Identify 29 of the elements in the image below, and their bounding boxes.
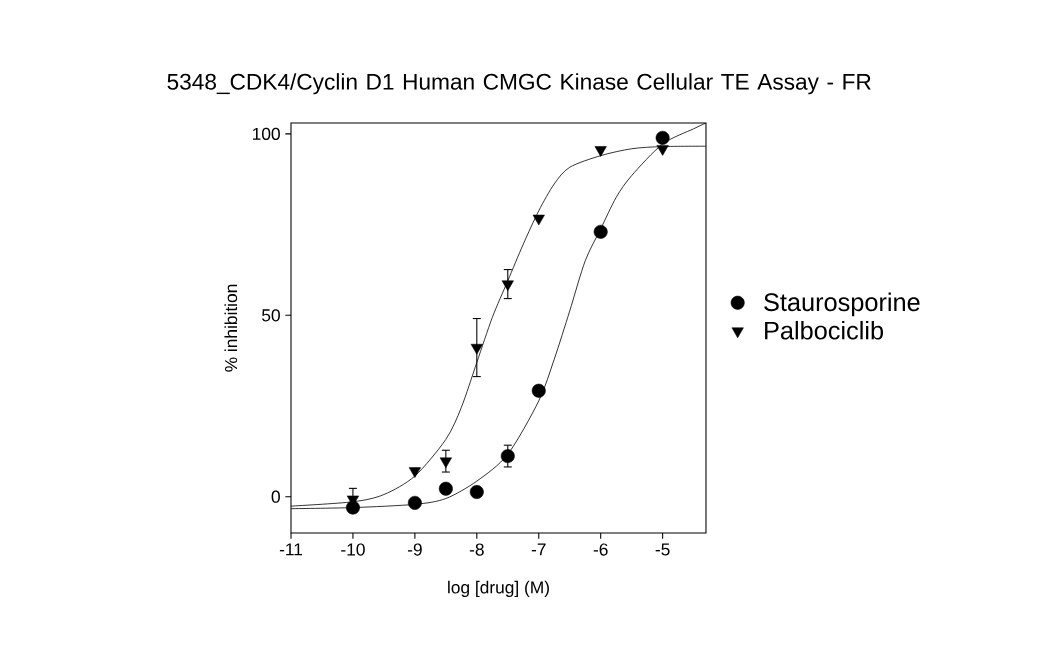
point: [469, 485, 484, 499]
x-tick-label: -10: [341, 543, 365, 556]
point: [470, 343, 483, 355]
point: [438, 481, 453, 496]
point: [656, 145, 669, 156]
x-tick-label: -6: [593, 543, 608, 556]
legend-label: Palbociclib: [765, 320, 884, 340]
y-axis-title: % inhibition: [224, 284, 238, 372]
point: [407, 495, 422, 510]
legend-label: Staurosporine: [764, 292, 920, 317]
x-tick-label: -11: [279, 543, 303, 556]
point: [500, 449, 515, 463]
point: [594, 146, 607, 157]
point: [501, 280, 514, 292]
x-axis-title: log [drug] (M): [448, 580, 549, 597]
x-tick-label: -8: [469, 543, 484, 556]
point: [593, 224, 608, 239]
x-tick-label: -9: [407, 543, 422, 556]
y-tick-label: 50: [262, 309, 280, 322]
y-tick-label: 0: [271, 490, 280, 503]
y-tick-label: 100: [253, 127, 280, 141]
point: [532, 214, 545, 226]
x-tick-label: -7: [531, 543, 546, 556]
x-tick-label: -5: [655, 543, 670, 556]
point: [531, 383, 546, 398]
point: [439, 457, 452, 469]
chart-title: 5348_CDK4/Cyclin D1 Human CMGC Kinase Cellular TE Assay - FR: [167, 73, 871, 95]
point: [655, 130, 670, 145]
point: [408, 467, 421, 478]
